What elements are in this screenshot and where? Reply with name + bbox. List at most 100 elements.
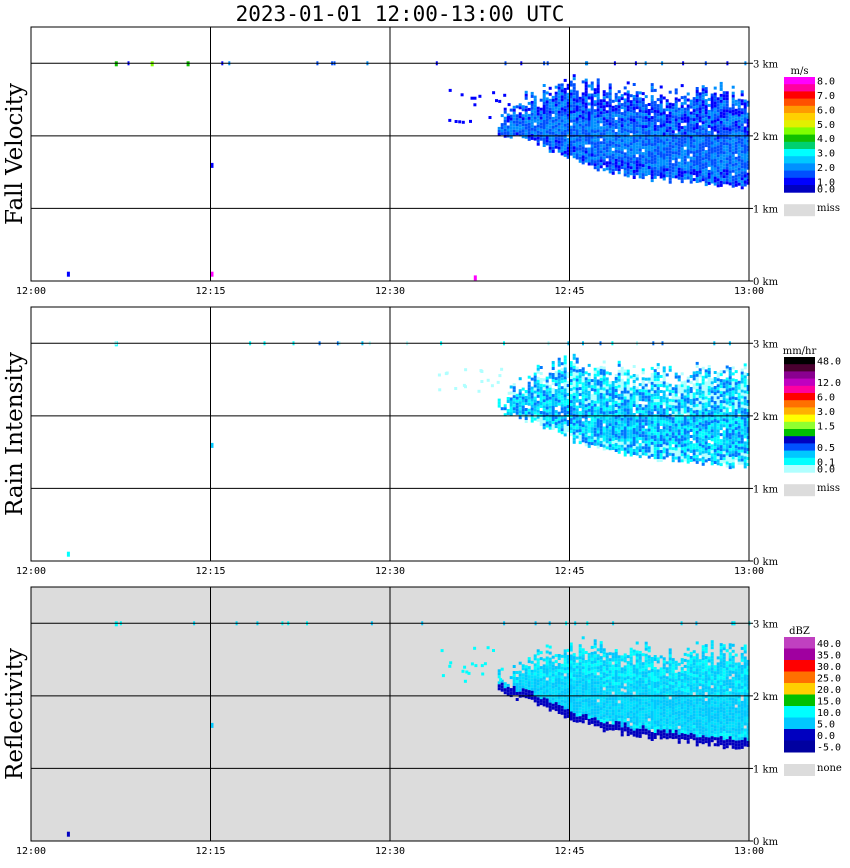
echo-cell: [578, 692, 582, 696]
echo-cell: [605, 419, 609, 423]
echo-cell: [626, 417, 630, 421]
echo-cell: [533, 399, 537, 403]
echo-cell: [674, 384, 678, 388]
echo-cell: [566, 384, 570, 387]
echo-cell: [680, 456, 684, 460]
echo-cell: [623, 167, 627, 171]
echo-cell: [629, 154, 633, 158]
echo-cell: [572, 710, 576, 714]
echo-cell: [704, 183, 708, 187]
echo-cell: [620, 127, 624, 131]
echo-cell: [614, 422, 618, 425]
echo-cell: [653, 163, 657, 167]
echo-cell: [596, 385, 600, 389]
echo-cell: [536, 409, 540, 413]
echo-cell: [608, 98, 612, 102]
echo-cell: [683, 137, 687, 141]
echo-cell: [548, 372, 552, 376]
echo-cell: [605, 131, 609, 135]
echo-cell: [503, 685, 507, 689]
echo-cell: [506, 113, 510, 117]
echo-cell: [521, 408, 525, 412]
echo-cell: [617, 111, 621, 115]
echo-cell: [734, 114, 738, 118]
echo-cell: [521, 402, 525, 406]
echo-cell: [626, 691, 630, 695]
echo-fringe-cell: [460, 93, 464, 97]
echo-cell: [605, 143, 609, 147]
echo-cell: [674, 411, 678, 415]
echo-cell: [695, 409, 699, 413]
echo-cell: [659, 390, 663, 393]
echo-cell: [626, 129, 630, 133]
echo-cell: [698, 140, 702, 144]
echo-cell: [539, 702, 543, 706]
echo-cell: [671, 130, 675, 134]
echo-cell: [722, 442, 726, 446]
echo-cell: [617, 679, 621, 683]
echo-cell: [665, 424, 669, 428]
echo-cell: [608, 724, 612, 728]
echo-cell: [563, 409, 567, 413]
echo-cell: [671, 459, 675, 463]
echo-cell: [605, 712, 609, 716]
echo-cell: [620, 157, 624, 161]
echo-cell: [734, 177, 738, 181]
echo-cell: [656, 387, 660, 391]
echo-cell: [608, 700, 612, 704]
echo-cell: [554, 416, 558, 420]
echo-cell: [584, 717, 588, 720]
echo-cell: [680, 156, 684, 160]
echo-cell: [572, 434, 576, 438]
echo-cell: [572, 404, 576, 408]
echo-cell: [581, 152, 585, 156]
echo-cell: [536, 667, 540, 671]
echo-cell: [710, 147, 714, 151]
echo-cell: [635, 401, 639, 405]
echo-cell: [632, 721, 636, 725]
echo-cell: [725, 455, 729, 459]
echo-cell: [671, 175, 675, 179]
echo-cell: [599, 725, 603, 729]
echo-cell: [518, 410, 522, 414]
echo-cell: [557, 687, 561, 690]
echo-cell: [734, 403, 738, 407]
echo-cell: [617, 423, 621, 427]
echo-cell: [689, 150, 693, 154]
echo-cell: [629, 160, 633, 164]
echo-cell: [734, 424, 738, 428]
echo-cell: [635, 734, 639, 738]
echo-cell: [743, 363, 747, 367]
echo-cell: [671, 447, 675, 451]
echo-cell: [701, 456, 705, 460]
echo-cell: [704, 438, 708, 442]
echo-cell: [614, 428, 618, 431]
echo-cell: [632, 416, 636, 419]
echo-cell: [620, 438, 624, 442]
echo-cell: [671, 423, 675, 427]
echo-cell: [683, 419, 687, 423]
echo-cell: [740, 183, 744, 187]
echo-cell: [569, 430, 573, 434]
echo-cell: [575, 393, 579, 397]
echo-cell: [551, 682, 555, 686]
echo-cell: [539, 666, 543, 670]
echo-cell: [593, 115, 597, 119]
echo-cell: [572, 713, 576, 717]
echo-cell: [743, 450, 747, 454]
echo-cell: [605, 140, 609, 144]
echo-cell: [731, 157, 735, 161]
echo-cell: [581, 131, 585, 135]
echo-cell: [635, 431, 639, 435]
echo-cell: [572, 689, 576, 693]
echo-cell: [638, 389, 642, 393]
echo-cell: [680, 105, 684, 109]
echo-cell: [617, 363, 621, 367]
echo-cell: [620, 703, 624, 707]
echo-cell: [731, 97, 735, 101]
echo-cell: [668, 117, 672, 121]
echo-cell: [722, 424, 726, 428]
echo-cell: [683, 176, 687, 180]
echo-cell: [734, 168, 738, 172]
echo-cell: [614, 98, 618, 102]
